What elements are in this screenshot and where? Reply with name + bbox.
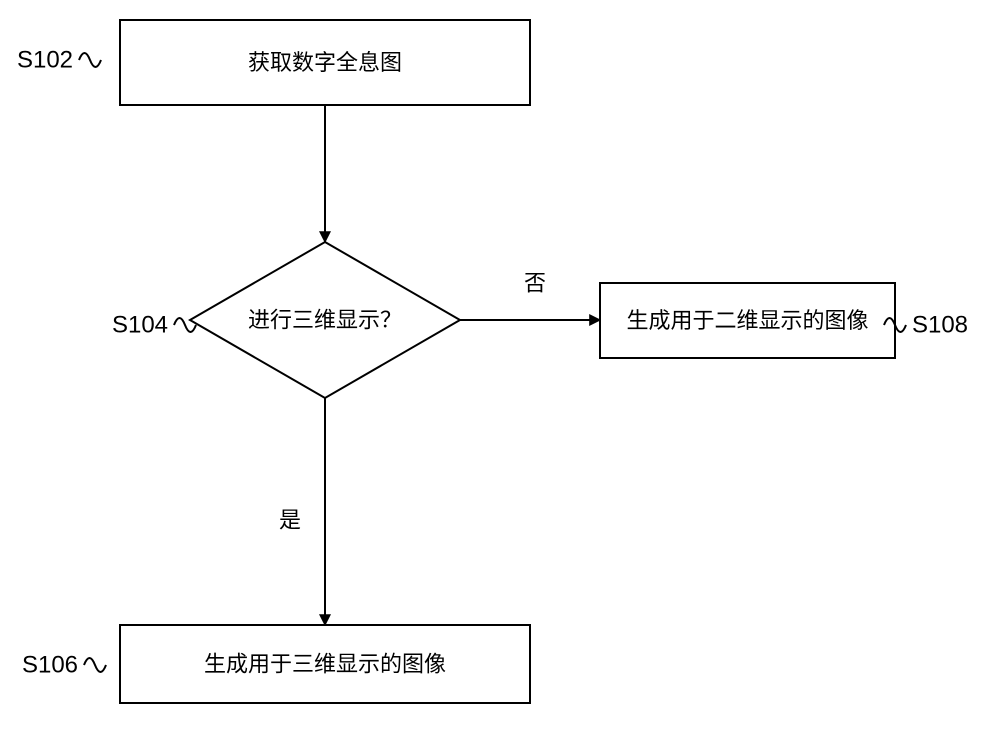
s108_label: S108 bbox=[912, 312, 968, 339]
s104_label: S104 bbox=[112, 312, 168, 339]
s102_label-squiggle bbox=[79, 53, 101, 67]
s102_box-text: 获取数字全息图 bbox=[248, 50, 402, 75]
flowchart-canvas: S102 获取数字全息图 S104 进行三维显示？ S108 生成用于二维显示的图像 S10… bbox=[0, 0, 1000, 740]
edge-label-否: 否 bbox=[524, 271, 546, 296]
s104_diamond-text: 进行三维显示？ bbox=[248, 308, 402, 333]
s106_label-squiggle bbox=[84, 658, 106, 672]
s106_label: S106 bbox=[22, 652, 78, 679]
s104_label-squiggle bbox=[174, 318, 196, 332]
s106_box-text: 生成用于三维显示的图像 bbox=[204, 652, 446, 677]
s102_label: S102 bbox=[17, 47, 73, 74]
s108_box-text: 生成用于二维显示的图像 bbox=[626, 308, 868, 333]
edge-label-是: 是 bbox=[279, 508, 301, 533]
